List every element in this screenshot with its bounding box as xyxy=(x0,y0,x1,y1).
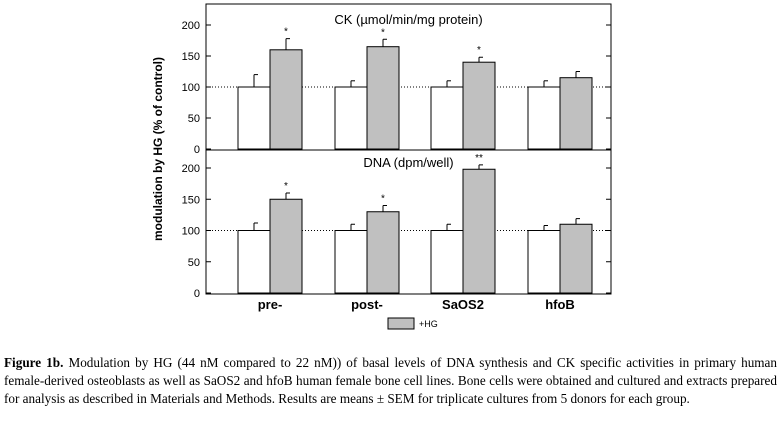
x-category-label: SaOS2 xyxy=(442,297,484,312)
bar-dna-hg xyxy=(269,198,303,294)
bar-dna-control xyxy=(527,230,561,294)
bar-ck-control xyxy=(527,86,561,150)
bar-dna-control xyxy=(334,230,368,294)
x-category-label: hfoB xyxy=(545,297,575,312)
y-tick-label: 50 xyxy=(188,113,200,125)
significance-marker: * xyxy=(284,181,288,192)
legend-label: +HG xyxy=(419,319,438,329)
y-axis-label: modulation by HG (% of control) xyxy=(151,57,165,241)
chart-panel-ck: CK (µmol/min/mg protein) 0 50 100 150 200 * * * xyxy=(182,12,611,156)
bar-ck-control xyxy=(237,86,271,150)
panel-title-ck: CK (µmol/min/mg protein) xyxy=(334,12,482,27)
x-category-label: pre- xyxy=(258,297,283,312)
x-category-label: post- xyxy=(351,297,383,312)
figure-caption: Figure 1b. Modulation by HG (44 nM compa… xyxy=(0,354,781,408)
legend: +HG xyxy=(387,317,438,330)
bar-ck-hg xyxy=(366,46,400,150)
y-tick-label: 200 xyxy=(182,163,200,175)
y-tick-label: 150 xyxy=(182,194,200,206)
y-tick-label: 150 xyxy=(182,51,200,63)
bar-ck-hg xyxy=(462,61,496,150)
y-tick-label: 0 xyxy=(194,144,200,156)
bar-ck-hg xyxy=(559,77,593,150)
bar-dna-hg xyxy=(462,168,496,294)
y-tick-label: 0 xyxy=(194,288,200,300)
bar-ck-hg xyxy=(269,49,303,150)
significance-marker: ** xyxy=(475,153,483,164)
panel-title-dna: DNA (dpm/well) xyxy=(363,155,453,170)
significance-marker: * xyxy=(381,194,385,205)
legend-swatch xyxy=(387,317,415,330)
bar-ck-control xyxy=(334,86,368,150)
bar-dna-control xyxy=(430,230,464,294)
y-tick-label: 100 xyxy=(182,82,200,94)
significance-marker: * xyxy=(284,27,288,38)
y-tick-label: 100 xyxy=(182,226,200,238)
bar-ck-control xyxy=(430,86,464,150)
bar-dna-hg xyxy=(559,223,593,294)
y-tick-label: 200 xyxy=(182,20,200,32)
caption-label: Figure 1b. xyxy=(4,355,64,370)
y-tick-label: 50 xyxy=(188,257,200,269)
bar-dna-hg xyxy=(366,211,400,294)
caption-text: Modulation by HG (44 nM compared to 22 n… xyxy=(4,355,778,406)
significance-marker: * xyxy=(381,27,385,38)
bar-dna-control xyxy=(237,230,271,294)
figure-chart: modulation by HG (% of control) CK (µmol… xyxy=(151,3,612,330)
significance-marker: * xyxy=(477,45,481,56)
x-axis-categories: pre-post- SaOS2 hfoB xyxy=(258,297,575,312)
chart-canvas: modulation by HG (% of control) CK (µmol… xyxy=(151,3,612,330)
